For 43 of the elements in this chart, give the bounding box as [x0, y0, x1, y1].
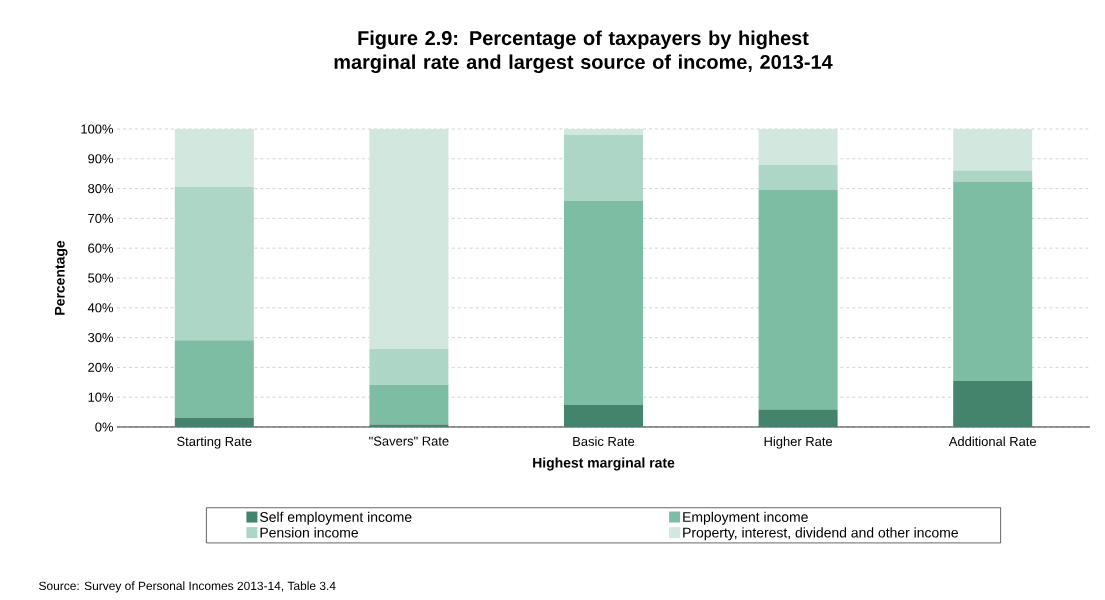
bar	[953, 381, 1033, 427]
x-tick-label: Basic Rate	[573, 436, 635, 447]
bar	[953, 181, 1033, 382]
y-tick-label: 50%	[88, 273, 114, 283]
source-note: Source: Survey of Personal Incomes 2013-14, Table 3.4	[39, 581, 336, 593]
y-tick-label: 20%	[88, 362, 114, 372]
y-axis-title: Percentage	[54, 240, 68, 315]
legend-label: Self employment income	[260, 511, 412, 525]
y-tick-label: 40%	[87, 303, 114, 313]
bar	[564, 134, 644, 202]
bar	[174, 340, 254, 418]
bar	[953, 128, 1033, 171]
y-tick-label: 90%	[88, 154, 114, 164]
bar	[564, 201, 644, 405]
bar	[369, 348, 449, 385]
x-tick-label: "Savers" Rate	[369, 436, 449, 446]
bar	[369, 384, 449, 425]
x-tick-label: Starting Rate	[177, 436, 252, 449]
chart-title: Figure 2.9: Percentage of taxpayers by highest marginal rate and largest source of income, 2013-14	[334, 30, 833, 74]
y-tick-label: 0%	[95, 422, 114, 432]
legend-label: Property, interest, dividend and other income	[683, 527, 958, 541]
x-axis-title: Highest marginal rate	[533, 457, 675, 471]
y-tick-label: 100%	[81, 124, 114, 134]
bar	[564, 128, 644, 135]
y-tick-label: 60%	[88, 243, 114, 253]
bar	[758, 190, 838, 410]
bar	[174, 128, 254, 188]
bar	[758, 165, 838, 191]
bar	[564, 404, 644, 427]
bar	[953, 170, 1033, 182]
bar	[758, 128, 838, 166]
legend-label: Pension income	[260, 527, 358, 538]
legend-label: Employment income	[683, 511, 808, 525]
y-tick-label: 30%	[88, 333, 114, 343]
x-tick-label: Additional Rate	[948, 436, 1037, 447]
y-tick-label: 10%	[88, 392, 114, 402]
bar	[174, 187, 254, 341]
y-tick-label: 70%	[88, 213, 114, 223]
bar	[369, 128, 449, 349]
x-tick-label: Higher Rate	[764, 436, 833, 449]
y-tick-label: 80%	[88, 184, 114, 194]
bar	[174, 417, 254, 427]
bar	[758, 409, 838, 427]
